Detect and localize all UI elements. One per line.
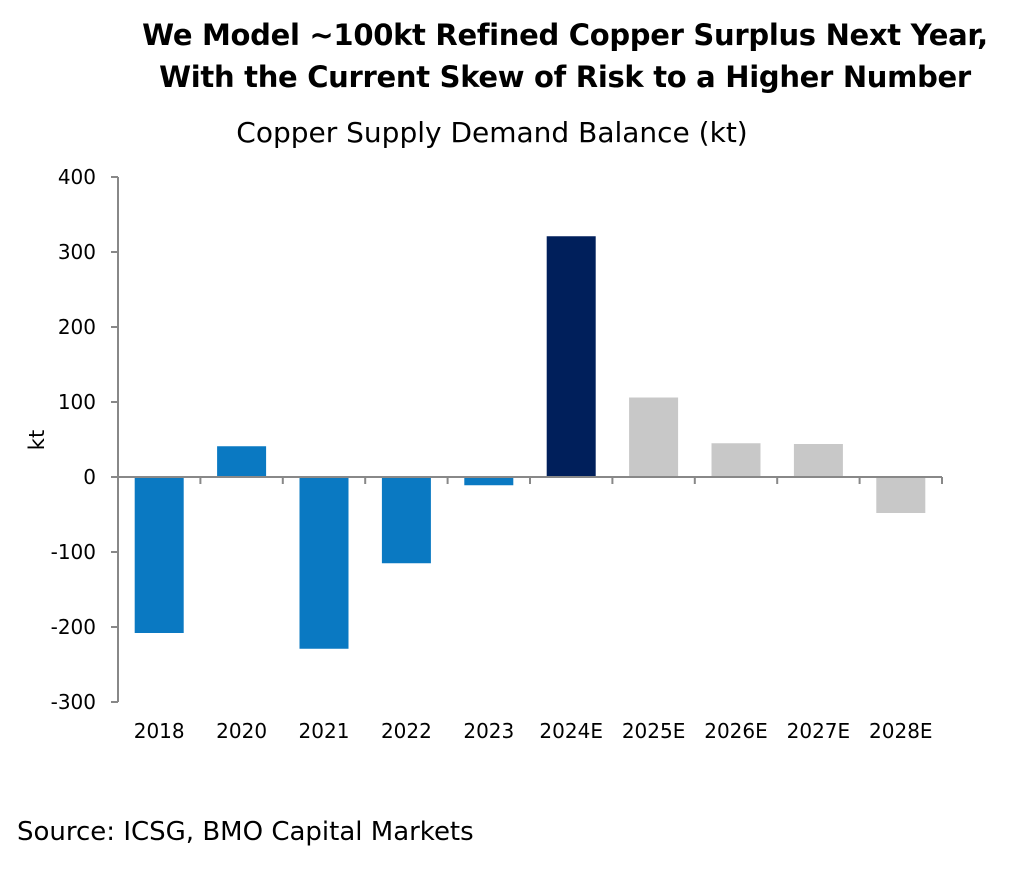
bar-2021: [299, 477, 349, 649]
x-tick-label: 2025E: [622, 719, 686, 743]
y-tick-label: -200: [51, 615, 96, 639]
y-axis: 400 300 200 100 0 -100 -200 -300: [51, 165, 119, 714]
bar-2022: [381, 477, 431, 564]
headline-line-2: With the Current Skew of Risk to a Highe…: [159, 60, 971, 94]
x-axis: 2018 2020 2021 2022 2023 2024E 2025E 2026E 2027E…: [117, 476, 943, 743]
headline-line-1: We Model ~100kt Refined Copper Surplus N…: [142, 18, 988, 52]
source-note: Source: ICSG, BMO Capital Markets: [17, 817, 474, 847]
x-tick-label: 2028E: [869, 719, 933, 743]
x-tick-label: 2020: [216, 719, 267, 743]
x-tick-label: 2024E: [539, 719, 603, 743]
chart-title: Copper Supply Demand Balance (kt): [236, 116, 748, 149]
y-tick-label: 300: [58, 240, 96, 264]
bar-2020: [217, 446, 267, 477]
y-tick-label: -100: [51, 540, 96, 564]
y-tick-label: -300: [51, 690, 96, 714]
bar-2023: [464, 477, 514, 486]
chart-headline: We Model ~100kt Refined Copper Surplus N…: [0, 14, 1024, 98]
x-tick-label: 2022: [381, 719, 432, 743]
bar-2025E: [629, 397, 679, 477]
y-tick-label: 100: [58, 390, 96, 414]
y-axis-label: kt: [25, 430, 49, 450]
bar-2028E: [876, 477, 926, 513]
y-tick-label: 400: [58, 165, 96, 189]
x-tick-label: 2023: [463, 719, 514, 743]
x-tick-label: 2026E: [704, 719, 768, 743]
x-tick-label: 2018: [134, 719, 185, 743]
bar-2024E: [546, 236, 596, 477]
bars: [134, 236, 926, 649]
bar-2026E: [711, 443, 761, 477]
x-tick-label: 2027E: [787, 719, 851, 743]
bar-2018: [134, 477, 184, 633]
y-tick-label: 0: [83, 465, 96, 489]
y-tick-label: 200: [58, 315, 96, 339]
x-tick-label: 2021: [299, 719, 350, 743]
bar-2027E: [793, 444, 843, 477]
